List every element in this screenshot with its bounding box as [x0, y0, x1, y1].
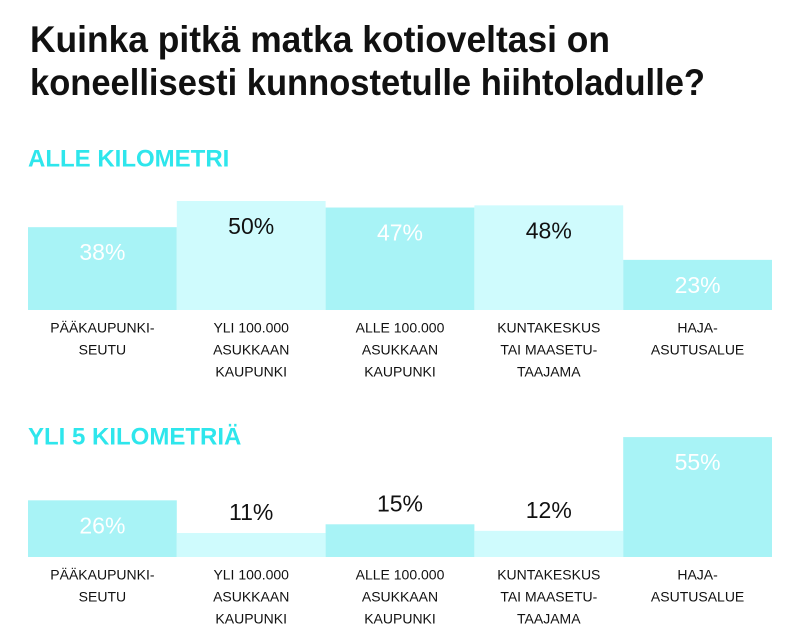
bar	[474, 205, 624, 310]
category-label: YLI 100.000	[213, 320, 289, 336]
category-label: TAAJAMA	[517, 611, 581, 627]
bar	[176, 533, 326, 557]
category-label: YLI 100.000	[213, 567, 289, 583]
value-label: 38%	[79, 239, 125, 265]
category-label: SEUTU	[79, 589, 126, 605]
chart-subtitle: ALLE KILOMETRI	[28, 145, 229, 172]
category-label: KUNTAKESKUS	[497, 320, 600, 336]
value-label: 11%	[229, 499, 273, 525]
category-label: ASUKKAAN	[362, 589, 438, 605]
category-label: ASUTUSALUE	[651, 342, 744, 358]
category-label: KAUPUNKI	[364, 364, 436, 380]
category-label: KAUPUNKI	[215, 364, 287, 380]
category-label: ASUKKAAN	[362, 342, 438, 358]
category-label: KAUPUNKI	[364, 611, 436, 627]
bar	[474, 530, 624, 557]
title-line: koneellisesti kunnostetulle hiihtoladull…	[30, 62, 705, 103]
value-label: 26%	[79, 512, 125, 538]
category-label: KAUPUNKI	[215, 611, 287, 627]
category-label: ALLE 100.000	[356, 320, 445, 336]
value-label: 55%	[675, 449, 721, 475]
category-label: ASUTUSALUE	[651, 589, 744, 605]
value-label: 48%	[526, 217, 572, 243]
category-label: TAI MAASETU-	[500, 589, 597, 605]
category-label: PÄÄKAUPUNKI-	[50, 567, 155, 583]
bar	[623, 437, 772, 557]
bar	[325, 207, 475, 310]
category-label: TAI MAASETU-	[500, 342, 597, 358]
bar	[176, 201, 326, 310]
value-label: 23%	[675, 272, 721, 298]
bar	[623, 259, 772, 310]
bar	[28, 227, 177, 310]
category-label: ASUKKAAN	[213, 589, 289, 605]
category-label: HAJA-	[677, 567, 718, 583]
category-label: HAJA-	[677, 320, 718, 336]
category-label: SEUTU	[79, 342, 126, 358]
category-label: KUNTAKESKUS	[497, 567, 600, 583]
bar	[325, 524, 475, 557]
category-label: TAAJAMA	[517, 364, 581, 380]
category-label: PÄÄKAUPUNKI-	[50, 320, 155, 336]
bar	[28, 500, 177, 557]
value-label: 12%	[526, 497, 572, 523]
category-label: ASUKKAAN	[213, 342, 289, 358]
value-label: 50%	[228, 213, 274, 239]
category-label: ALLE 100.000	[356, 567, 445, 583]
value-label: 15%	[377, 490, 423, 516]
value-label: 47%	[377, 220, 423, 246]
title-line: Kuinka pitkä matka kotioveltasi on	[30, 19, 610, 60]
chart-subtitle: YLI 5 KILOMETRIÄ	[28, 423, 241, 450]
